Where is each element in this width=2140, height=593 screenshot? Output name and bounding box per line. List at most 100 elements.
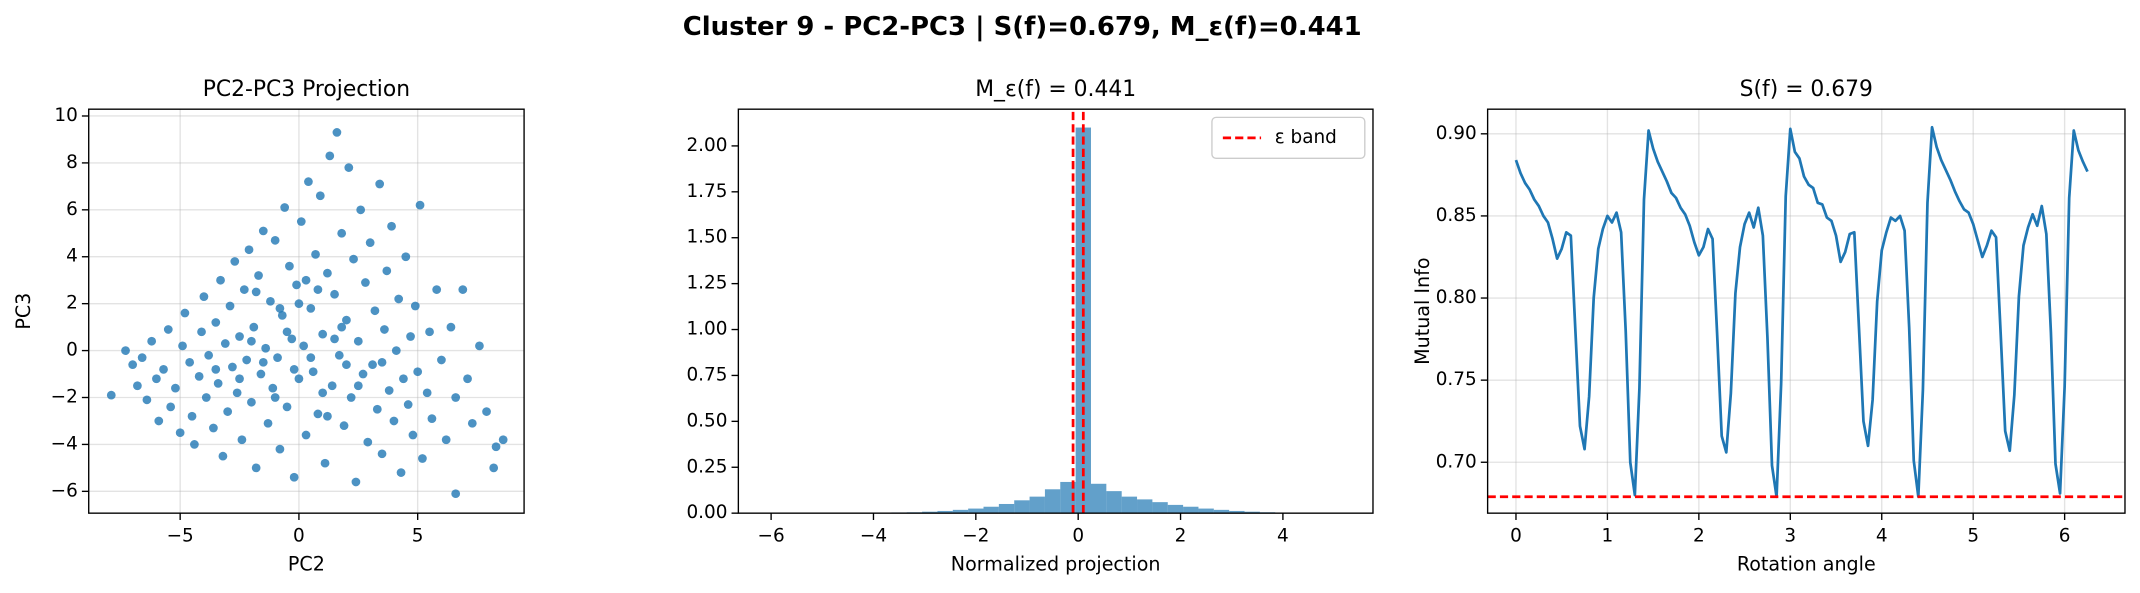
subplot: 0 1 2 3 4 5 6 0.70 0.75 0.80 0.85 0.90 S(f) = 0.679 R… xyxy=(1411,77,2126,576)
x-tick-label: 2 xyxy=(1693,525,1705,546)
scatter-point xyxy=(320,458,330,468)
scatter-point xyxy=(175,428,185,438)
scatter-point xyxy=(133,381,142,391)
histogram-bar xyxy=(1121,496,1138,514)
scatter-point xyxy=(211,318,221,327)
scatter-point xyxy=(410,301,420,311)
scatter-point xyxy=(159,364,168,374)
scatter-point xyxy=(275,444,285,454)
y-tick-label: 8 xyxy=(66,152,78,173)
scatter-point xyxy=(377,357,387,367)
scatter-point xyxy=(415,200,425,210)
scatter-point xyxy=(318,329,328,339)
histogram-bar xyxy=(1229,510,1245,514)
scatter-point xyxy=(266,296,275,306)
scatter-point xyxy=(387,221,396,231)
scatter-point xyxy=(382,266,392,276)
y-tick-label: 1.75 xyxy=(686,181,727,202)
x-axis-label: PC2 xyxy=(288,553,325,576)
scatter-point xyxy=(353,336,363,346)
y-axis-label: Mutual Info xyxy=(1411,257,1434,364)
scatter-point xyxy=(344,163,354,172)
scatter-point xyxy=(289,472,299,482)
scatter-point xyxy=(270,235,280,245)
scatter-point xyxy=(356,205,366,215)
y-tick-label: 0 xyxy=(66,340,78,361)
scatter-point xyxy=(166,402,176,412)
x-tick-label: 5 xyxy=(412,525,424,546)
y-tick-label: 0.85 xyxy=(1436,205,1477,226)
scatter-point xyxy=(403,400,413,409)
scatter-point xyxy=(258,357,268,367)
legend-label: ε band xyxy=(1275,127,1337,148)
scatter-point xyxy=(220,339,230,348)
scatter-point xyxy=(339,421,349,431)
scatter-point xyxy=(389,416,399,426)
scatter-point xyxy=(413,367,423,377)
scatter-point xyxy=(296,217,306,226)
y-tick-label: 4 xyxy=(66,246,78,267)
scatter-point xyxy=(237,435,247,445)
scatter-point xyxy=(225,301,235,311)
scatter-point xyxy=(384,386,394,395)
scatter-point xyxy=(315,191,325,201)
scatter-point xyxy=(280,203,290,212)
histogram-bar xyxy=(998,503,1015,514)
y-tick-label: 0.00 xyxy=(686,502,727,523)
scatter-point xyxy=(365,238,375,248)
scatter-point xyxy=(230,257,240,266)
scatter-point xyxy=(263,418,273,428)
scatter-point xyxy=(446,322,456,332)
plot-area xyxy=(829,109,1337,514)
scatter-point xyxy=(418,454,427,463)
scatter-point xyxy=(337,322,347,332)
histogram-bar xyxy=(1137,499,1153,514)
scatter-point xyxy=(194,372,204,381)
scatter-point xyxy=(306,303,316,313)
y-tick-label: 1.50 xyxy=(686,227,727,248)
scatter-point xyxy=(323,411,332,421)
scatter-point xyxy=(128,360,138,370)
scatter-point xyxy=(349,254,358,264)
y-tick-label: 0.75 xyxy=(686,364,727,385)
histogram-bar xyxy=(1090,483,1107,514)
scatter-point xyxy=(330,289,339,299)
scatter-point xyxy=(401,252,411,262)
scatter-point xyxy=(152,374,161,384)
histogram-bar xyxy=(1014,500,1030,514)
histogram-bar xyxy=(1044,489,1061,514)
data-line xyxy=(1514,125,2089,499)
scatter-point xyxy=(361,278,370,287)
plot-area xyxy=(1487,125,2125,499)
scatter-point xyxy=(106,390,116,400)
x-tick-label: −4 xyxy=(860,525,887,546)
axes-frame xyxy=(1486,108,2126,514)
histogram-bar xyxy=(1029,496,1045,514)
x-tick-label: 4 xyxy=(1277,525,1289,546)
scatter-point xyxy=(235,374,244,384)
y-tick-label: −4 xyxy=(51,433,78,454)
scatter-point xyxy=(163,325,173,334)
scatter-point xyxy=(216,275,225,285)
histogram-bar xyxy=(1167,504,1184,514)
scatter-point xyxy=(282,327,292,337)
scatter-point xyxy=(332,128,342,137)
scatter-point xyxy=(451,489,461,499)
scatter-point xyxy=(370,306,380,316)
scatter-point xyxy=(363,437,373,447)
scatter-point xyxy=(285,261,294,271)
scatter-point xyxy=(334,350,344,360)
y-tick-label: 0.70 xyxy=(1436,451,1477,472)
scatter-point xyxy=(380,325,389,334)
scatter-point xyxy=(232,388,242,398)
scatter-point xyxy=(201,393,211,402)
histogram-bar xyxy=(1198,508,1214,514)
scatter-point xyxy=(197,327,206,337)
subplot-title: S(f) = 0.679 xyxy=(1740,77,1873,102)
scatter-point xyxy=(342,360,351,370)
histogram-bar xyxy=(968,508,984,514)
x-tick-label: −6 xyxy=(758,525,785,546)
scatter-point xyxy=(249,322,259,332)
scatter-point xyxy=(147,336,157,346)
